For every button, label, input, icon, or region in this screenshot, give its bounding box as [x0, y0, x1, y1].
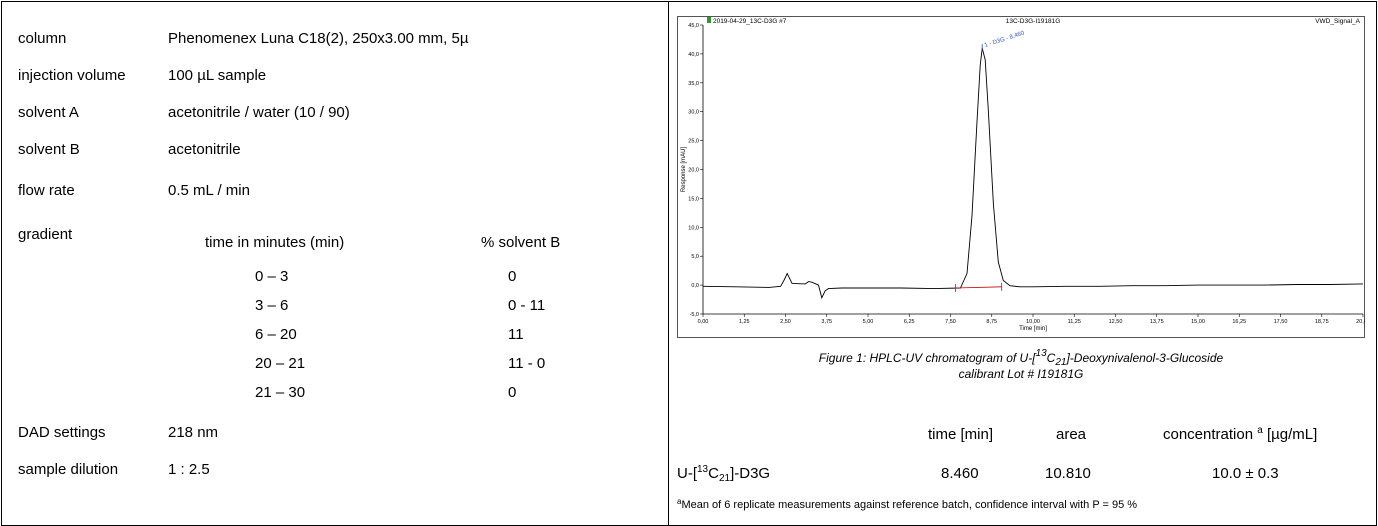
x-tick-label: 18,75: [1315, 319, 1329, 325]
gradient-col2-header: % solvent B: [481, 234, 561, 251]
gradient-b-cell: 11: [508, 326, 524, 343]
footnote: aMean of 6 replicate measurements agains…: [677, 497, 1138, 512]
x-tick-label: 2,50: [780, 319, 791, 325]
results-area-value: 10.810: [1045, 465, 1091, 482]
x-tick-label: 15,00: [1191, 319, 1205, 325]
param-label: DAD settings: [18, 424, 106, 441]
param-label: flow rate: [18, 182, 75, 199]
x-tick-label: 11,25: [1068, 319, 1081, 325]
gradient-time-cell: 0 – 3: [255, 268, 289, 285]
y-tick-label: 40,0: [688, 52, 699, 58]
figure-caption-line2: calibrant Lot # I19181G: [958, 367, 1084, 381]
x-tick-label: 7,50: [945, 319, 956, 325]
x-tick-label: 5,00: [863, 319, 874, 325]
gradient-b-cell: 0 - 11: [508, 297, 546, 314]
x-tick-label: 6,25: [904, 319, 915, 325]
gradient-time-cell: 3 – 6: [255, 297, 289, 314]
x-tick-label: 16,25: [1232, 319, 1246, 325]
y-tick-label: 25,0: [688, 139, 699, 145]
x-tick-label: 17,50: [1274, 319, 1288, 325]
column-divider: [668, 2, 669, 525]
results-analyte-name: U-[13C21]-D3G: [677, 464, 771, 484]
results-header-concentration: concentration a [µg/mL]: [1163, 425, 1318, 444]
param-value: 218 nm: [168, 424, 219, 441]
gradient-col1-header: time in minutes (min): [205, 234, 345, 251]
signal-trace: [702, 47, 1364, 300]
chart-header-center: 13C-D3G-I19181G: [1006, 18, 1061, 25]
gradient-time-cell: 20 – 21: [255, 355, 306, 372]
param-label: solvent B: [18, 141, 80, 158]
x-tick-label: 3,75: [821, 319, 832, 325]
chart-border: [677, 16, 1365, 338]
x-tick-label: 20,00: [1356, 319, 1365, 325]
param-value: Phenomenex Luna C18(2), 250x3.00 mm, 5µ: [168, 30, 469, 47]
gradient-b-cell: 11 - 0: [508, 355, 546, 372]
param-value: 100 µL sample: [168, 67, 267, 84]
x-tick-label: 1,25: [739, 319, 750, 325]
param-label: gradient: [18, 226, 73, 243]
param-label: sample dilution: [18, 461, 119, 478]
param-value: acetonitrile / water (10 / 90): [168, 104, 350, 121]
y-tick-label: 45,0: [688, 23, 699, 29]
gradient-b-cell: 0: [508, 268, 517, 285]
y-tick-label: 20,0: [688, 168, 699, 174]
param-value: 0.5 mL / min: [168, 182, 250, 199]
y-tick-label: 10,0: [688, 225, 699, 231]
param-label: column: [18, 30, 67, 47]
chart-header-right: VWD_Signal_A: [1315, 18, 1360, 25]
y-tick-label: 0,0: [691, 283, 699, 289]
y-tick-label: 35,0: [688, 81, 699, 87]
param-label: injection volume: [18, 67, 126, 84]
results-time-value: 8.460: [941, 465, 979, 482]
x-tick-label: 0,00: [698, 319, 709, 325]
param-value: 1 : 2.5: [168, 461, 210, 478]
figure-caption-line1: Figure 1: HPLC-UV chromatogram of U-[13C…: [818, 348, 1224, 368]
gradient-time-cell: 6 – 20: [255, 326, 297, 343]
gradient-time-cell: 21 – 30: [255, 384, 306, 401]
gradient-b-cell: 0: [508, 384, 517, 401]
chromatogram: 2019-04-29_13C-D3G #7 13C-D3G-I19181G VWD_…: [677, 16, 1370, 338]
y-tick-label: 15,0: [688, 196, 699, 202]
results-header-time: time [min]: [928, 426, 994, 443]
y-axis-label: Response [mAU]: [681, 146, 687, 192]
chart-header-left: 2019-04-29_13C-D3G #7: [713, 18, 787, 25]
chromatogram-svg: 2019-04-29_13C-D3G #7 13C-D3G-I19181G VWD_…: [677, 16, 1370, 338]
results-header-area: area: [1056, 426, 1087, 443]
x-tick-label: 12,50: [1109, 319, 1123, 325]
param-value: acetonitrile: [168, 141, 241, 158]
y-tick-label: -5,0: [690, 312, 699, 318]
param-label: solvent A: [18, 104, 79, 121]
x-axis-label: Time [min]: [1019, 326, 1047, 332]
x-tick-label: 8,75: [986, 319, 997, 325]
results-concentration-value: 10.0 ± 0.3: [1212, 465, 1279, 482]
y-tick-label: 30,0: [688, 110, 699, 116]
baseline-trace: [955, 286, 1002, 289]
x-tick-label: 13,75: [1150, 319, 1164, 325]
peak-label: 1 - D3G - 8,460: [984, 30, 1026, 49]
chart-header-marker: [707, 17, 711, 23]
y-tick-label: 5,0: [691, 254, 699, 260]
x-tick-label: 10,00: [1026, 319, 1040, 325]
